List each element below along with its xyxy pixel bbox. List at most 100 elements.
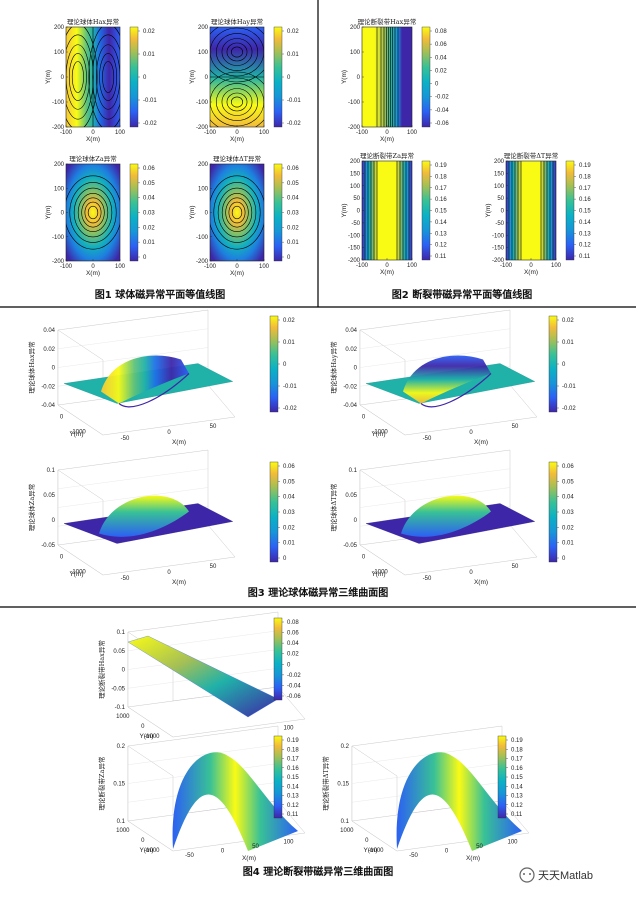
f3d-ylabel: Y(m): [371, 571, 385, 578]
f3b-colorbar-tick-label: 0.01: [562, 340, 574, 346]
f1b-xtick-label: -100: [204, 130, 217, 136]
f4a-ztick-label: 0.05: [113, 649, 125, 655]
f3a-surface-peak: [101, 355, 189, 404]
f3a-ztick-label: 0.02: [43, 347, 55, 353]
f4a-ztick-label: -0.05: [111, 686, 125, 692]
f3c-grid-line: [57, 468, 209, 489]
f3a-grid-line: [57, 347, 209, 368]
f4b-grid-line: [127, 744, 279, 765]
f4c-ztick-label: 0.1: [341, 819, 350, 825]
f3d-colorbar: [548, 461, 558, 563]
f1b-contour-bottom: [221, 88, 253, 116]
f3c-ztick-label: -0.05: [41, 543, 55, 549]
f4a-ylabel: Y(m): [139, 733, 153, 740]
f3d-colorbar-tick-label: 0.02: [562, 525, 574, 531]
f2b-xtick-label: 100: [407, 263, 418, 269]
f3a-surface-trough: [118, 373, 190, 408]
f1c-colorbar-tick-label: 0.01: [143, 240, 155, 246]
wechat-icon-dot2: [529, 873, 531, 875]
f2a-xtick-label: -100: [356, 130, 369, 136]
f2a-colorbar-tick-label: -0.02: [435, 95, 449, 101]
f3a-xlabel: X(m): [172, 439, 186, 446]
wechat-icon-dot: [523, 873, 525, 875]
f2a-ytick-label: -100: [348, 100, 361, 106]
f4c-ztick-label: 0.2: [341, 744, 350, 750]
f1b-contour-top: [231, 46, 243, 58]
f1a-xtick-label: 0: [91, 130, 95, 136]
f2b-ytick-label: -150: [348, 246, 361, 252]
f2b-xlabel: X(m): [380, 269, 394, 276]
f4c-surface-ridge: [396, 752, 522, 851]
f4b-colorbar-tick-label: 0.15: [287, 775, 299, 781]
f2c-ytick-label: 100: [494, 184, 505, 190]
f2b-colorbar-tick-label: 0.15: [435, 209, 447, 215]
f4b-ztitle: 理论断裂带Za异常: [97, 757, 106, 811]
f1d-xlabel: X(m): [230, 270, 244, 277]
f1b-xtick-label: 0: [235, 130, 239, 136]
f1a-xtick-label: 100: [115, 130, 126, 136]
f3b-colorbar: [548, 315, 558, 413]
f1c-xlabel: X(m): [86, 270, 100, 277]
f2a-colorbar: [421, 26, 431, 128]
f1c-xtick-label: -100: [60, 264, 73, 270]
f2b-colorbar-tick-label: 0.12: [435, 243, 447, 249]
caption-fig3: 图3 理论球体磁异常三维曲面图: [248, 586, 388, 599]
f1c-ytick-label: -200: [52, 259, 65, 265]
f2a-colorbar-tick-label: 0: [435, 82, 439, 88]
f2b-ylabel: Y(m): [341, 203, 348, 217]
f2a-colorbar-tick-label: 0.08: [435, 29, 447, 35]
f1a-colorbar-tick-label: 0.01: [143, 52, 155, 58]
f4a-colorbar-tick-label: -0.02: [287, 673, 301, 679]
f3c-xtick-label: 50: [210, 564, 217, 570]
f3d-xtick-label: 50: [512, 564, 519, 570]
f2b-ytick-label: 0: [357, 209, 361, 215]
f1b-contour-bottom: [226, 92, 248, 112]
caption-fig2: 图2 断裂带磁异常平面等值线图: [392, 288, 532, 301]
f1a-ytick-label: 200: [54, 25, 65, 31]
f1c-plot-area: [66, 164, 120, 261]
f2c-ytick-label: -200: [492, 258, 505, 264]
f3c-ztick-label: 0.05: [43, 493, 55, 499]
f1b-colorbar-tick-label: -0.02: [287, 121, 301, 127]
f2b-colorbar-tick-label: 0.16: [435, 197, 447, 203]
f3b-colorbar-tick-label: 0: [562, 362, 566, 368]
f3c-ytick-label: -1000: [70, 570, 86, 576]
f1b-contour-top: [215, 33, 259, 71]
f1c-contour-ring: [77, 192, 109, 233]
f1b-ytick-label: 100: [198, 50, 209, 56]
f1a-xtick-label: -100: [60, 130, 73, 136]
f1c-contour-ring: [69, 182, 117, 243]
f1b-ytick-label: -100: [196, 100, 209, 106]
f3a-ztick-label: -0.04: [41, 403, 55, 409]
f2c-colorbar-tick-label: 0.14: [579, 220, 591, 226]
f2c-colorbar-tick-label: 0.18: [579, 174, 591, 180]
f4c-colorbar: [497, 735, 507, 819]
f2a-colorbar-tick-label: -0.04: [435, 108, 449, 114]
f1b-contour-top: [221, 38, 253, 66]
f1b-xtick-label: 100: [259, 130, 270, 136]
f1d-contour-ring: [228, 201, 246, 224]
f3d-ytick-label: 0: [362, 555, 366, 561]
caption-fig1: 图1 球体磁异常平面等值线图: [95, 288, 225, 301]
f2c-xtick-label: -100: [500, 263, 513, 269]
f2a-colorbar-tick-label: 0.04: [435, 55, 447, 61]
f1b-ytick-label: 200: [198, 25, 209, 31]
f4a-colorbar-tick-label: 0.02: [287, 652, 299, 658]
f1c-colorbar-tick-label: 0.04: [143, 196, 155, 202]
f2a-ytick-label: 100: [350, 50, 361, 56]
f1d-colorbar-tick-label: 0.04: [287, 196, 299, 202]
f3d-xtick-label: 0: [469, 570, 473, 576]
f2c-colorbar-tick-label: 0.16: [579, 197, 591, 203]
f1b-contour-bottom: [210, 71, 264, 127]
f1c-contour-ring: [73, 187, 113, 238]
f4b-xtick-label: 50: [252, 844, 259, 850]
f2c-xlabel: X(m): [524, 269, 538, 276]
wechat-icon: [519, 867, 535, 883]
f2c-xtick-label: 0: [529, 263, 533, 269]
f1d-contour-ring: [213, 182, 261, 243]
f1d-ytick-label: -100: [196, 235, 209, 241]
f1d-ylabel: Y(m): [189, 205, 196, 219]
f4b-colorbar-tick-label: 0.12: [287, 803, 299, 809]
f4c-colorbar-tick-label: 0.17: [511, 757, 523, 763]
